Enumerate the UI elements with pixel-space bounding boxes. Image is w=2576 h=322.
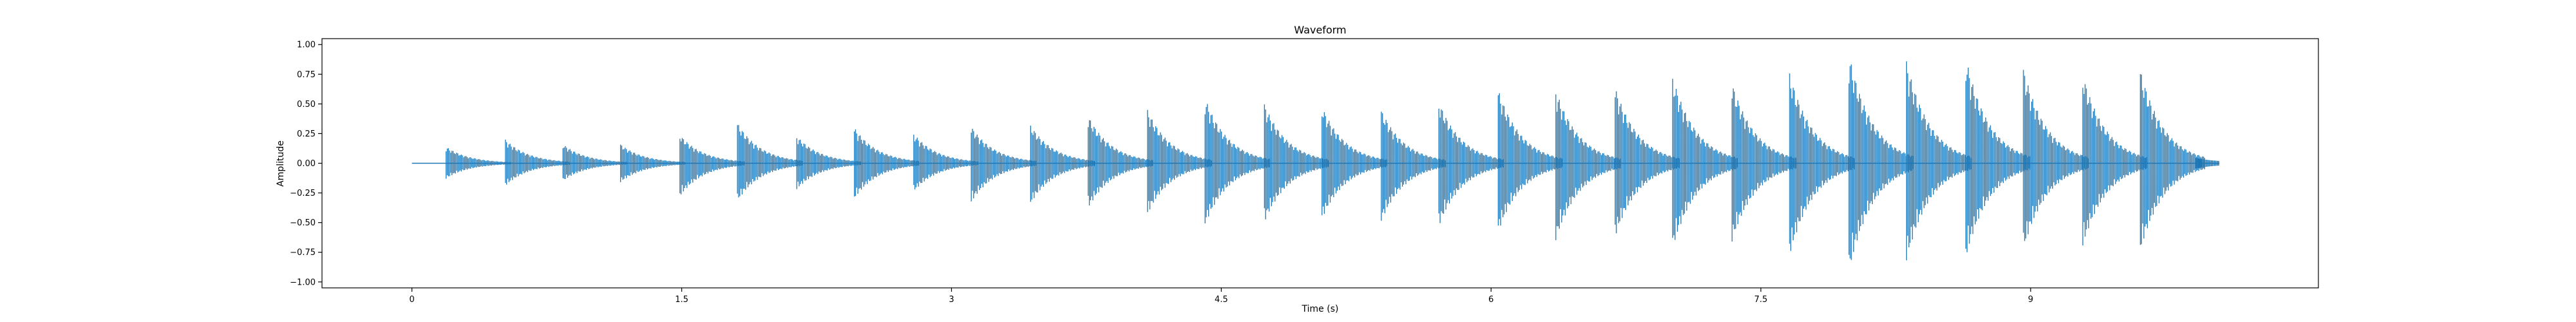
waveform-burst-trace [854, 129, 920, 196]
waveform-burst-trace [1672, 79, 1738, 240]
waveform-burst-trace [1906, 61, 1971, 261]
waveform-burst-trace [2139, 74, 2206, 245]
waveform-burst-trace [1438, 108, 1504, 223]
y-tick-label: −0.75 [290, 248, 316, 258]
waveform-burst-trace [446, 148, 511, 179]
waveform-burst-trace [1088, 120, 1153, 205]
x-tick-label: 9 [2028, 295, 2033, 305]
waveform-burst-trace [1555, 94, 1621, 240]
y-tick-label: −0.25 [290, 189, 316, 198]
y-tick-label: 0.75 [297, 70, 316, 80]
x-tick-label: 4.5 [1215, 295, 1228, 305]
waveform-burst-trace [1204, 104, 1270, 223]
waveform-burst [971, 128, 1036, 202]
y-axis-title: Amplitude [276, 140, 286, 187]
plot-area [321, 38, 2319, 289]
y-tick-label: −0.50 [290, 218, 316, 228]
waveform-burst [2023, 70, 2088, 242]
x-tick-label: 0 [409, 295, 414, 305]
x-tick-label: 6 [1488, 295, 1493, 305]
x-tick-label: 1.5 [675, 295, 688, 305]
waveform-burst [854, 129, 920, 196]
waveform-burst-trace [1789, 73, 1855, 251]
waveform-burst [620, 144, 686, 182]
waveform-burst [737, 125, 802, 198]
y-tick-label: 0.50 [297, 100, 316, 109]
waveform-burst-trace [737, 125, 802, 198]
waveform-burst-trace [1321, 112, 1387, 216]
waveform-burst [2139, 74, 2206, 245]
waveform-burst [1555, 94, 1621, 240]
waveform-burst-trace [971, 128, 1036, 202]
x-axis-title: Time (s) [1302, 304, 1339, 314]
waveform-burst [1906, 61, 1971, 261]
waveform-tail [2195, 158, 2219, 169]
y-tick-label: 0.25 [297, 129, 316, 139]
y-axis: −1.00 −0.75 −0.50 −0.25 0.00 0.25 0.50 0.75 1.00 [290, 41, 322, 287]
waveform-burst [1321, 112, 1387, 216]
waveform-burst [1672, 79, 1738, 240]
waveform-burst-trace [620, 144, 686, 182]
x-tick-label: 7.5 [1754, 295, 1768, 305]
x-axis: 0 1.5 3 4.5 6 7.5 9 [409, 288, 2033, 305]
waveform-burst [1088, 120, 1153, 205]
y-tick-label: 0.00 [297, 159, 316, 169]
x-tick-label: 3 [949, 295, 954, 305]
waveform-burst [446, 148, 511, 179]
waveform-burst [1438, 108, 1504, 223]
waveform-burst [1789, 73, 1855, 251]
y-tick-label: 1.00 [297, 41, 316, 50]
waveform-burst-trace [2023, 70, 2088, 242]
chart-title: Waveform [1294, 24, 1346, 36]
waveform-burst [1204, 104, 1270, 223]
y-tick-label: −1.00 [290, 278, 316, 287]
